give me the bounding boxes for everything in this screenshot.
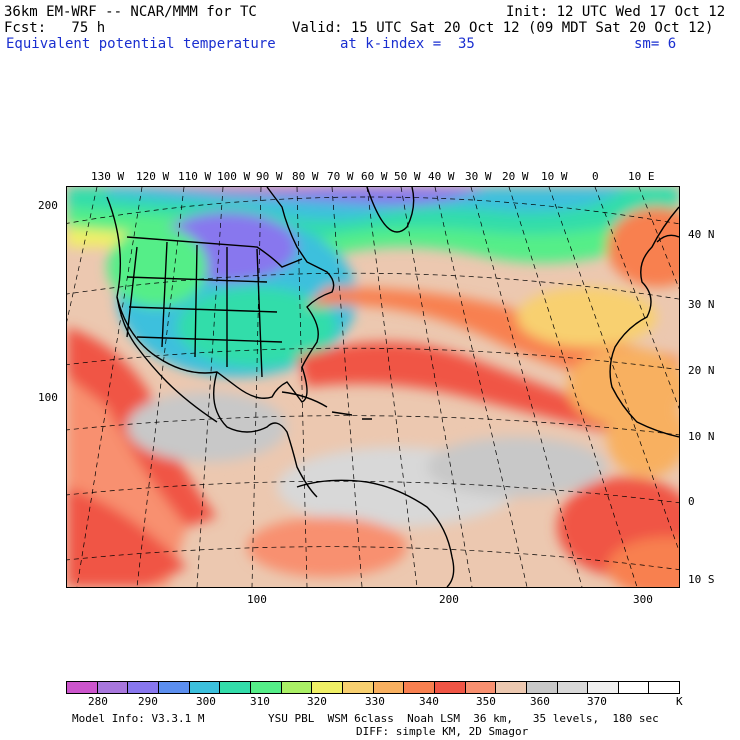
grid-x-label: 100 [247, 593, 267, 606]
valid-time: Valid: 15 UTC Sat 20 Oct 12 (09 MDT Sat … [292, 20, 714, 36]
graticule [67, 187, 679, 587]
lat-label: 10 S [688, 573, 715, 586]
lon-label: 0 [592, 170, 599, 183]
colorbar-swatch [496, 682, 527, 693]
grid-y-label: 200 [38, 199, 58, 212]
colorbar-swatch [312, 682, 343, 693]
colorbar-swatch [404, 682, 435, 693]
forecast-hour: Fcst: 75 h [4, 20, 106, 36]
map-canvas [67, 187, 679, 587]
colorbar-swatch [189, 682, 221, 693]
lat-label: 40 N [688, 228, 715, 241]
lon-label: 100 W [217, 170, 251, 183]
colorbar-swatch [588, 682, 619, 693]
colorbar-swatch [373, 682, 405, 693]
colorbar-swatch [250, 682, 282, 693]
lon-label: 10 E [628, 170, 655, 183]
colorbar-swatch [434, 682, 466, 693]
physics-info: YSU PBL WSM 6class Noah LSM 36 km, 35 le… [268, 712, 659, 725]
theta-e-map [66, 186, 680, 588]
lon-label: 120 W [136, 170, 170, 183]
field-shading [67, 187, 679, 587]
model-info: Model Info: V3.3.1 M [72, 712, 205, 725]
init-time: Init: 12 UTC Wed 17 Oct 12 [506, 4, 726, 20]
lon-label: 110 W [178, 170, 212, 183]
lat-label: 10 N [688, 430, 715, 443]
lon-label: 80 W [292, 170, 319, 183]
colorbar-label: 320 [307, 695, 327, 708]
lat-label: 30 N [688, 298, 715, 311]
colorbar-label: 340 [419, 695, 439, 708]
lat-label: 20 N [688, 364, 715, 377]
colorbar-swatch [67, 682, 98, 693]
lon-label: 130 W [91, 170, 125, 183]
colorbar-swatch [526, 682, 558, 693]
lon-label: 10 W [541, 170, 568, 183]
colorbar-label: 300 [196, 695, 216, 708]
colorbar-label: 370 [587, 695, 607, 708]
colorbar-swatch [97, 682, 129, 693]
colorbar-swatch [465, 682, 497, 693]
model-title: 36km EM-WRF -- NCAR/MMM for TC [4, 4, 257, 20]
colorbar-label: 280 [88, 695, 108, 708]
colorbar-swatch [158, 682, 190, 693]
grid-x-label: 200 [439, 593, 459, 606]
smoothing-value: sm= 6 [634, 36, 677, 52]
lon-label: 90 W [256, 170, 283, 183]
diffusion-info: DIFF: simple KM, 2D Smagor [356, 725, 529, 738]
lon-label: 70 W [327, 170, 354, 183]
grid-y-label: 100 [38, 391, 58, 404]
colorbar-label: 330 [365, 695, 385, 708]
lon-label: 60 W [361, 170, 388, 183]
lon-label: 40 W [428, 170, 455, 183]
lon-label: 20 W [502, 170, 529, 183]
colorbar-swatch [618, 682, 650, 693]
field-name: Equivalent potential temperature [6, 36, 276, 52]
colorbar-swatch [649, 682, 680, 693]
colorbar-swatch [557, 682, 589, 693]
colorbar-label: 350 [476, 695, 496, 708]
colorbar-swatch [220, 682, 251, 693]
lon-label: 30 W [465, 170, 492, 183]
lon-label: 50 W [394, 170, 421, 183]
colorbar-unit: K [676, 695, 683, 708]
grid-x-label: 300 [633, 593, 653, 606]
colorbar-swatch [281, 682, 313, 693]
colorbar-label: 290 [138, 695, 158, 708]
lat-label: 0 [688, 495, 695, 508]
colorbar [66, 681, 680, 694]
level-index: at k-index = 35 [340, 36, 475, 52]
colorbar-label: 310 [250, 695, 270, 708]
colorbar-label: 360 [530, 695, 550, 708]
colorbar-swatch [128, 682, 159, 693]
coastlines [106, 187, 679, 587]
colorbar-swatch [342, 682, 374, 693]
